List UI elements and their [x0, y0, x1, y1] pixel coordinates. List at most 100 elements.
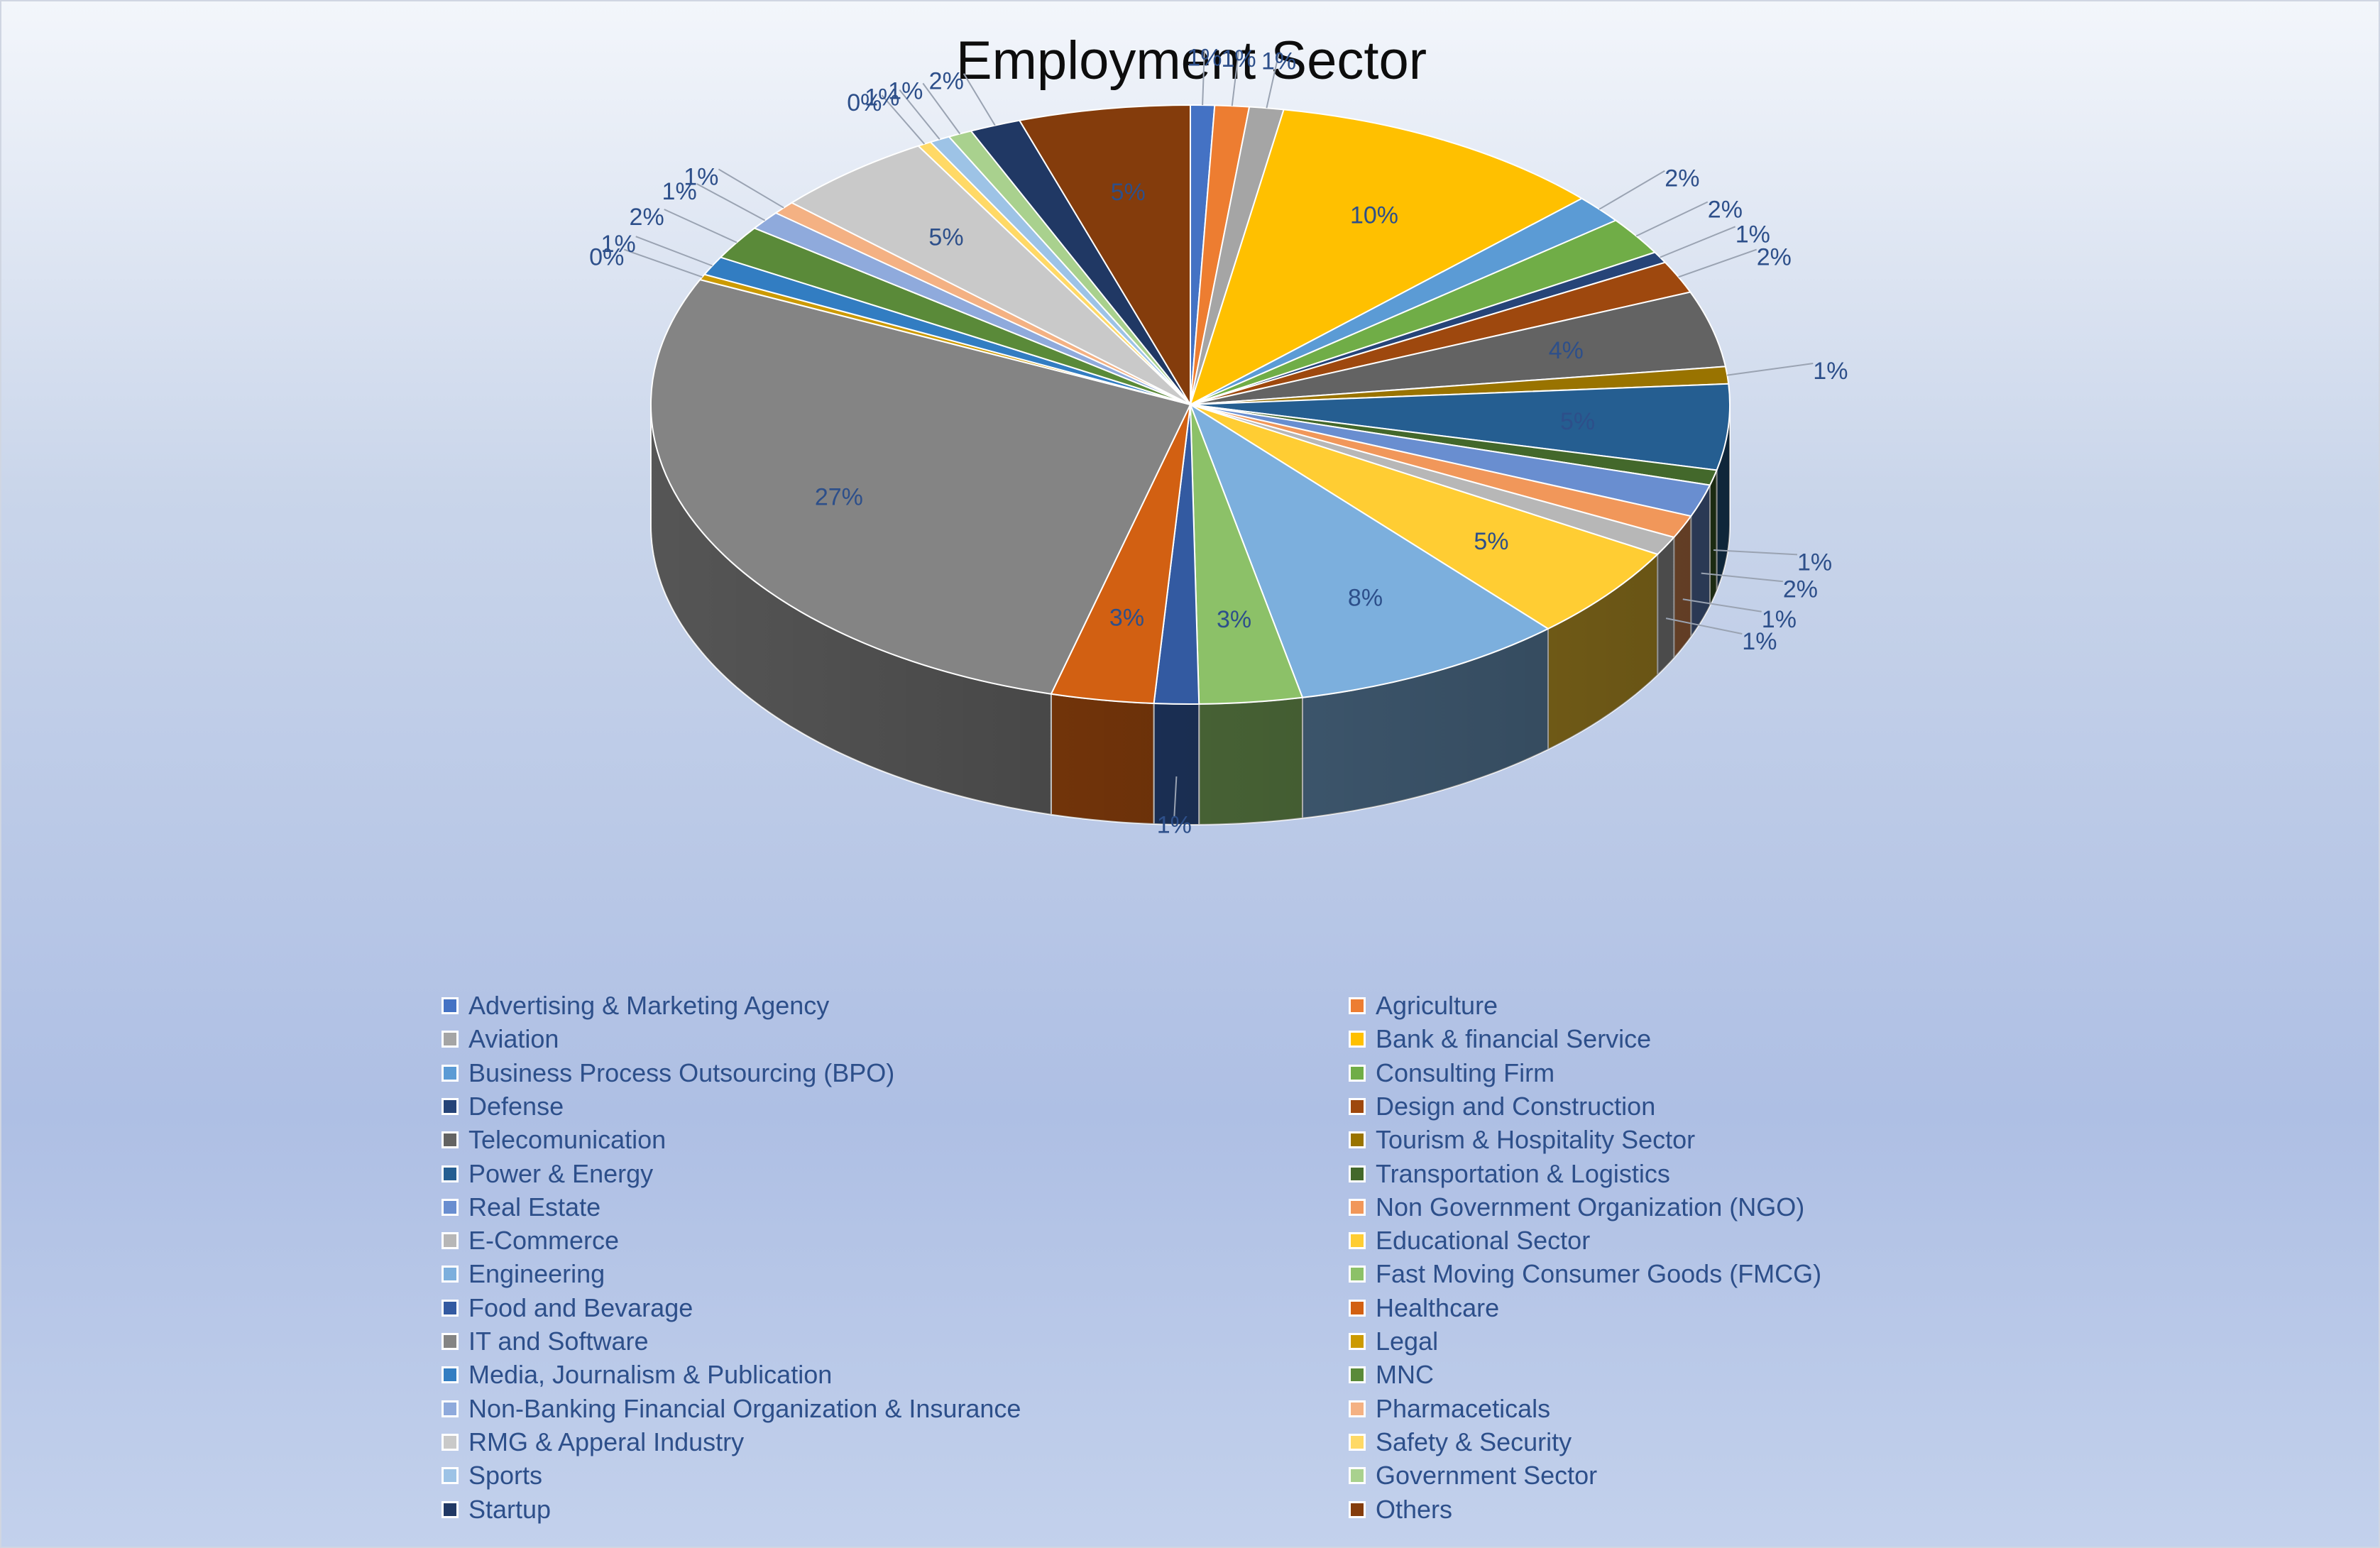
legend-label: Transportation & Logistics [1376, 1158, 1670, 1188]
data-label-educational-sector: 5% [1474, 528, 1508, 555]
legend-item: IT and Software [442, 1325, 648, 1358]
data-label-food-and-bevarage: 1% [1157, 811, 1192, 838]
leader-line-legal [623, 248, 703, 278]
pie-slice-bank-financial-service [1190, 109, 1583, 405]
legend-item: MNC [1349, 1358, 1434, 1391]
data-label-healthcare: 3% [1109, 605, 1144, 632]
data-label-defense: 1% [1735, 221, 1770, 248]
leader-line-e-commerce [1665, 617, 1743, 635]
legend-item: Others [1349, 1493, 1452, 1526]
chart-title: Employment Sector [955, 31, 1427, 91]
legend-swatch [442, 1500, 459, 1518]
legend-label: Telecomunication [468, 1125, 667, 1155]
legend-swatch [1349, 1097, 1366, 1115]
data-label-e-commerce: 1% [1742, 628, 1777, 655]
legend-swatch [1349, 1198, 1366, 1216]
legend-item: Consulting Firm [1349, 1057, 1554, 1089]
legend-label: Business Process Outsourcing (BPO) [468, 1058, 895, 1087]
data-label-non-government-organization-ngo: 1% [1762, 606, 1797, 633]
legend-label: Government Sector [1376, 1461, 1598, 1491]
legend-swatch [442, 1232, 459, 1250]
legend-swatch [442, 1467, 459, 1485]
legend-swatch [442, 1400, 459, 1417]
legend-label: RMG & Apperal Industry [468, 1427, 745, 1456]
data-label-engineering: 8% [1348, 584, 1383, 611]
legend-item: Agriculture [1349, 989, 1498, 1022]
legend-item: Design and Construction [1349, 1090, 1655, 1123]
legend-item: Aviation [442, 1023, 559, 1055]
data-label-non-banking-financial-organization-insurance: 1% [662, 178, 697, 205]
legend-swatch [1349, 997, 1366, 1014]
legend-label: MNC [1376, 1360, 1434, 1390]
legend-item: Telecomunication [442, 1124, 666, 1156]
legend-item: Startup [442, 1493, 551, 1526]
data-label-consulting-firm: 2% [1708, 197, 1743, 224]
legend-swatch [1349, 1500, 1366, 1518]
data-label-business-process-outsourcing-bpo: 2% [1665, 165, 1699, 192]
legend-label: Consulting Firm [1376, 1058, 1555, 1087]
legend-swatch [1349, 1165, 1366, 1182]
leader-line-business-process-outsourcing-bpo [1598, 170, 1665, 210]
pie-slice-educational-sector [1190, 404, 1659, 630]
legend-swatch [1349, 1064, 1366, 1082]
data-label-tourism-hospitality-sector: 1% [1813, 358, 1848, 385]
legend-item: RMG & Apperal Industry [442, 1426, 744, 1459]
data-label-government-sector: 1% [888, 77, 923, 104]
leader-line-tourism-hospitality-sector [1727, 363, 1814, 376]
legend-label: Food and Bevarage [468, 1292, 693, 1322]
legend-label: Non-Banking Financial Organization & Ins… [468, 1393, 1021, 1423]
leader-line-non-banking-financial-organization-insurance [696, 183, 766, 221]
legend-item: Media, Journalism & Publication [442, 1358, 832, 1391]
legend-label: Startup [468, 1494, 552, 1524]
legend-label: Power & Energy [468, 1158, 654, 1188]
legend-item: Bank & financial Service [1349, 1023, 1651, 1055]
data-label-startup: 2% [929, 68, 964, 95]
data-label-sports: 1% [865, 84, 899, 111]
legend-item: Transportation & Logistics [1349, 1158, 1670, 1190]
legend-item: Non Government Organization (NGO) [1349, 1191, 1804, 1224]
data-label-others: 5% [1111, 179, 1146, 206]
leader-line-mnc [664, 209, 737, 243]
legend-swatch [442, 1266, 459, 1283]
leader-line-defense [1660, 226, 1736, 258]
leader-line-transportation-logistics [1713, 549, 1798, 556]
legend-label: Safety & Security [1376, 1427, 1572, 1456]
data-label-pharmaceticals: 1% [684, 163, 718, 190]
data-label-power-energy: 5% [1560, 408, 1595, 435]
legend-label: Educational Sector [1376, 1226, 1591, 1256]
data-label-media-journalism-publication: 1% [601, 231, 636, 258]
legend-label: Real Estate [468, 1192, 601, 1222]
legend-item: Safety & Security [1349, 1426, 1572, 1459]
data-label-advertising-marketing-agency: 1% [1187, 45, 1222, 72]
legend-swatch [442, 1366, 459, 1384]
legend-swatch [442, 1299, 459, 1317]
legend-item: Government Sector [1349, 1459, 1597, 1492]
legend-item: Real Estate [442, 1191, 601, 1224]
legend-label: Healthcare [1376, 1292, 1500, 1322]
legend-label: Tourism & Hospitality Sector [1376, 1125, 1696, 1155]
legend-swatch [442, 1097, 459, 1115]
legend-label: Advertising & Marketing Agency [468, 991, 830, 1020]
legend-swatch [442, 1165, 459, 1182]
legend-swatch [442, 1064, 459, 1082]
legend-swatch [1349, 1400, 1366, 1417]
legend-swatch [442, 1333, 459, 1350]
legend-label: Design and Construction [1376, 1091, 1656, 1121]
leader-line-agriculture [1231, 50, 1240, 106]
legend-item: Legal [1349, 1325, 1438, 1358]
legend-swatch [1349, 1333, 1366, 1350]
leader-line-non-government-organization-ngo [1682, 598, 1762, 613]
legend-swatch [1349, 1031, 1366, 1048]
data-label-transportation-logistics: 1% [1797, 549, 1832, 576]
leader-line-advertising-marketing-agency [1202, 50, 1205, 106]
leader-line-pharmaceticals [718, 168, 784, 209]
legend-label: Pharmaceticals [1376, 1393, 1551, 1423]
legend-item: Educational Sector [1349, 1224, 1590, 1257]
pie-slice-rmg-apperal-industry [791, 145, 1191, 405]
legend-item: Tourism & Hospitality Sector [1349, 1124, 1695, 1156]
leader-line-safety-security [881, 94, 926, 145]
legend-label: Aviation [468, 1024, 559, 1054]
pie-slice-engineering [1190, 404, 1549, 698]
leader-line-food-and-bevarage [1173, 776, 1178, 818]
legend-swatch [1349, 1266, 1366, 1283]
